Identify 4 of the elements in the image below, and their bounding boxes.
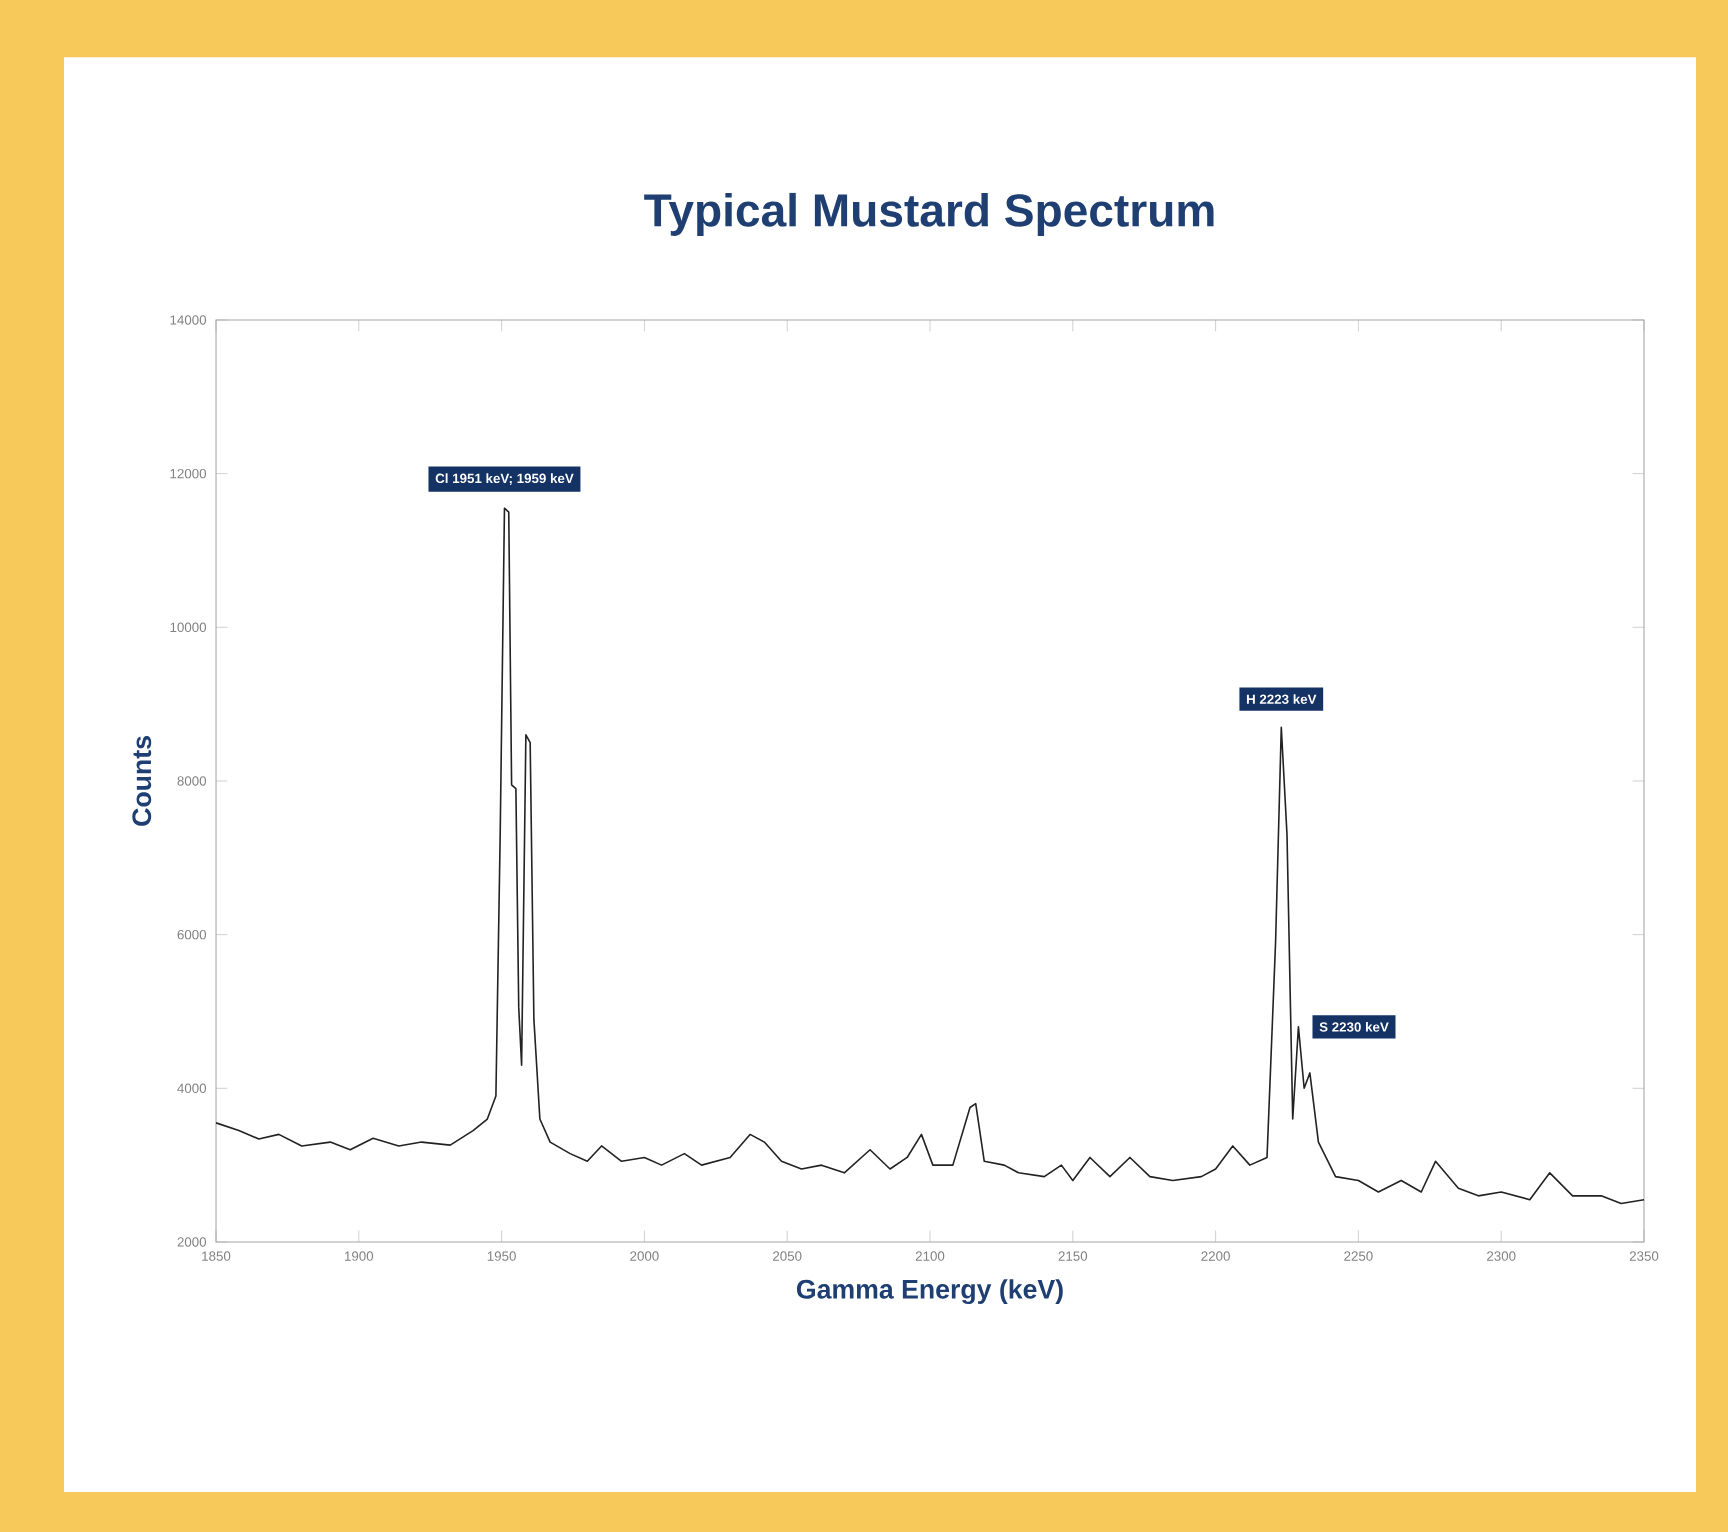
x-axis-title: Gamma Energy (keV) [796,1279,1063,1305]
line-series [215,507,1645,1205]
y-axis-title: Counts [132,736,152,826]
chart-title: Typical Mustard Spectrum [644,192,1214,236]
